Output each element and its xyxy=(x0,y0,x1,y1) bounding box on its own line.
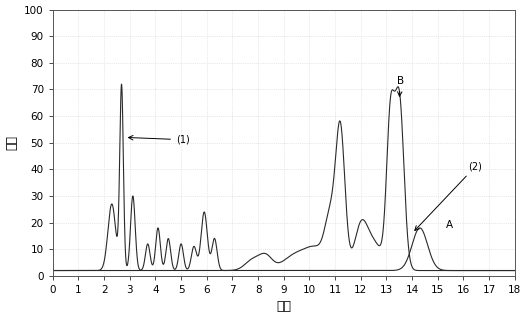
X-axis label: 时间: 时间 xyxy=(276,300,291,314)
Text: A: A xyxy=(445,220,453,230)
Text: B: B xyxy=(397,76,404,96)
Y-axis label: 毫伏: 毫伏 xyxy=(6,135,18,150)
Text: (1): (1) xyxy=(129,135,190,145)
Text: (2): (2) xyxy=(415,161,483,230)
